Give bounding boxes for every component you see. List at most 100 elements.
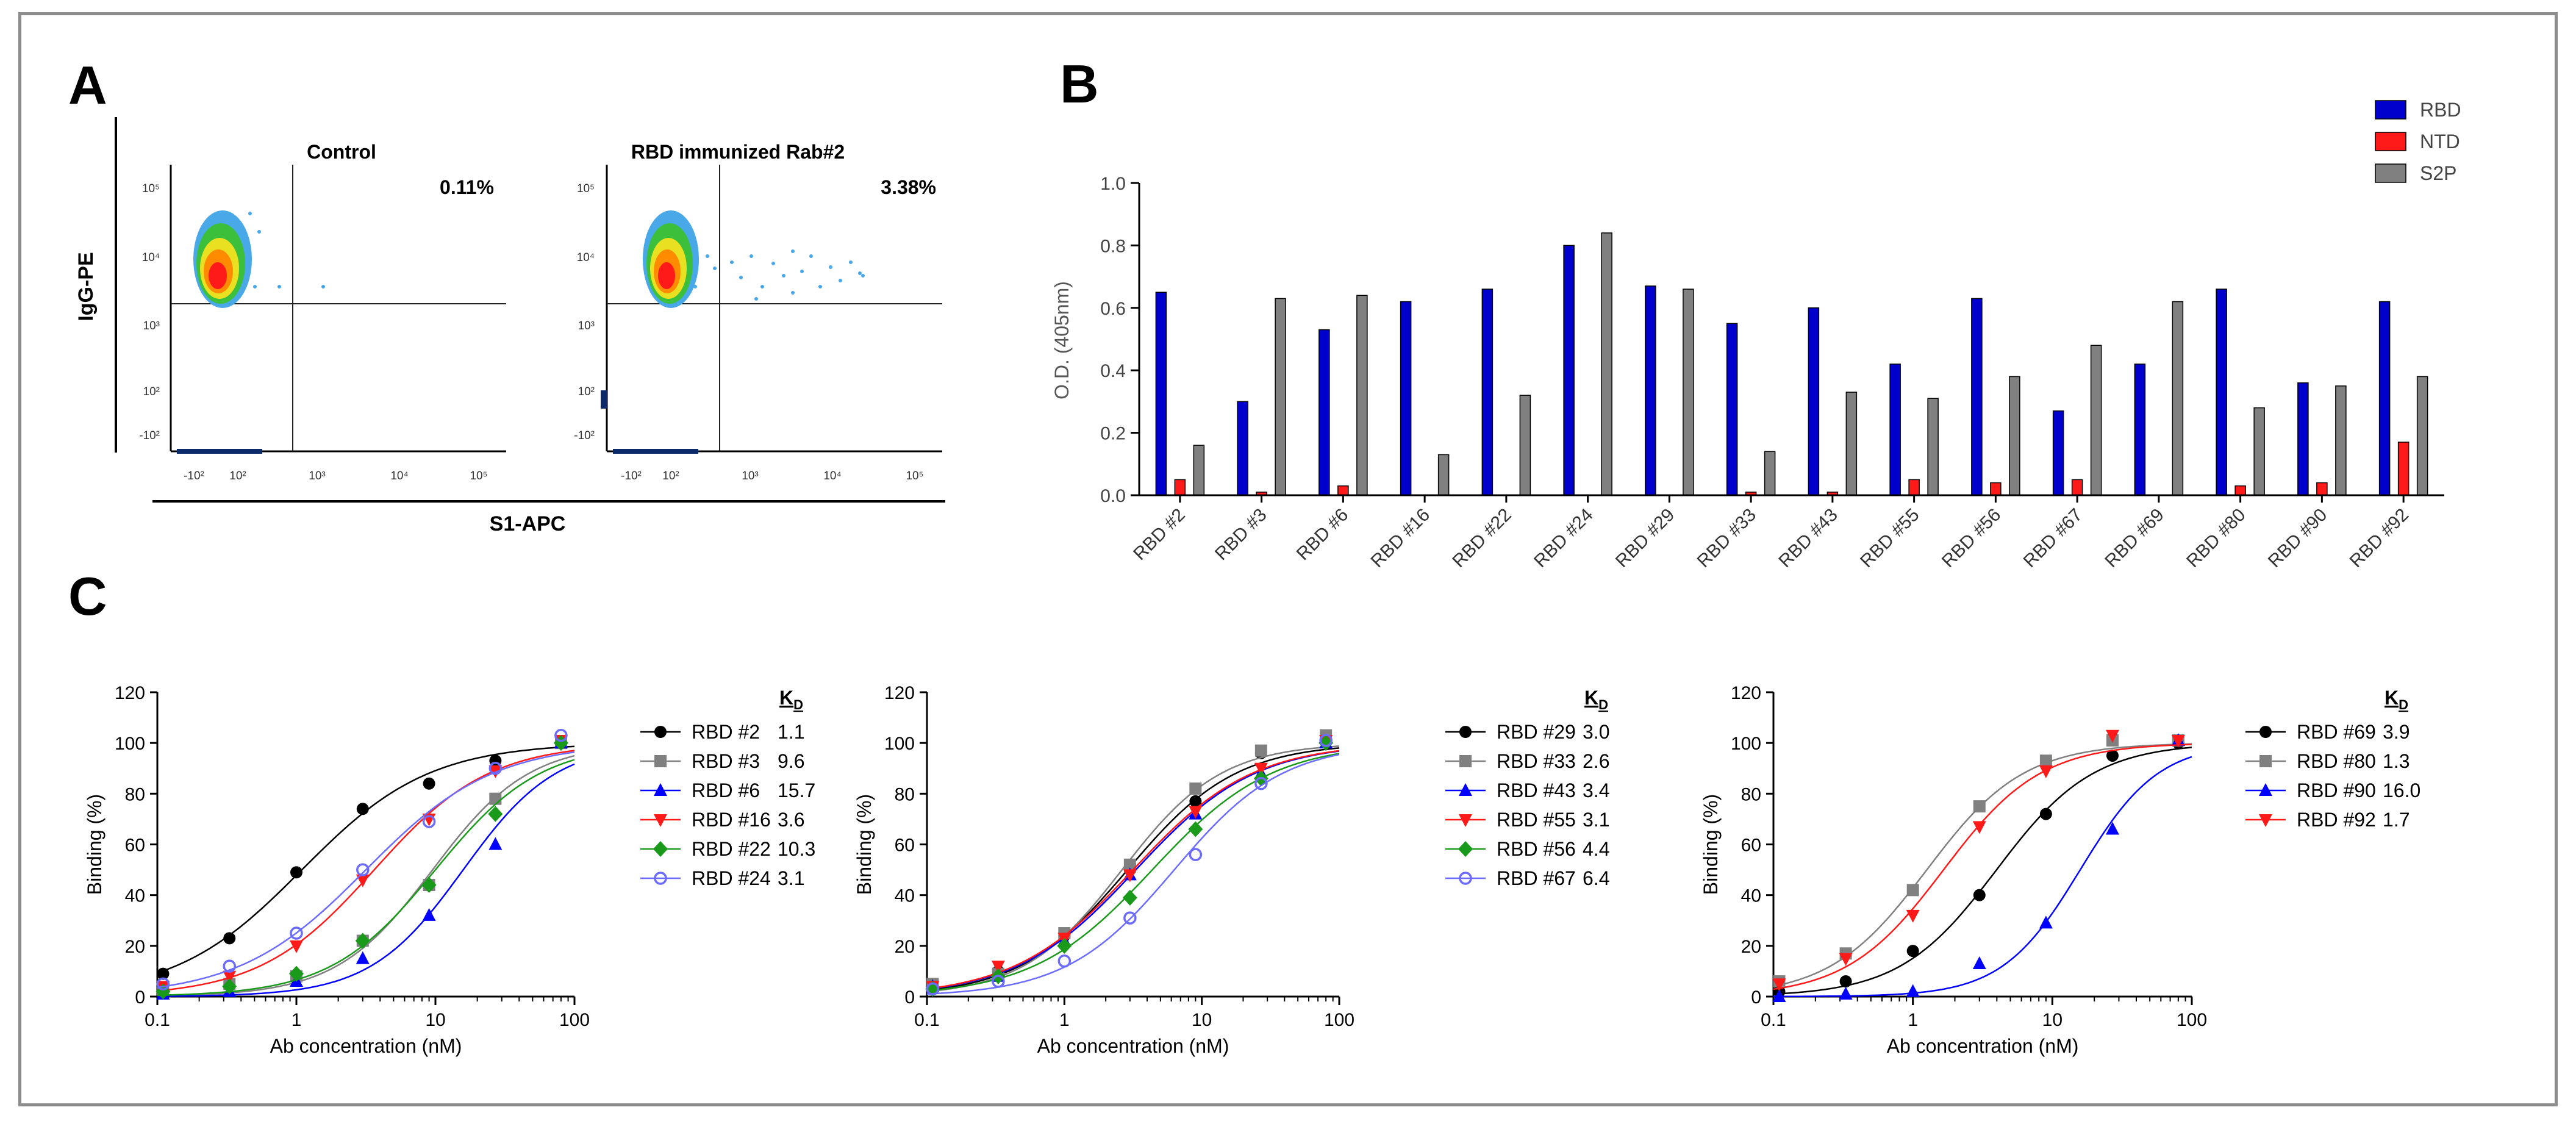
y-tick-label: 100 (1731, 734, 1761, 754)
legend-marker (2259, 783, 2272, 796)
y-axis-label: Binding (%) (84, 794, 106, 895)
legend-marker (2259, 726, 2272, 738)
panel-a-flow-cytometry: IgG-PE S1-APC Control 0.11% 10⁵ 10⁴ 10³ … (74, 117, 945, 535)
bar-s2p-43 (1845, 392, 1858, 496)
fit-curve-92 (1773, 743, 2192, 990)
data-point-22 (222, 978, 237, 995)
legend-marker (1459, 872, 1472, 885)
data-point-6 (488, 837, 503, 850)
y-axis-label: Binding (%) (853, 794, 875, 895)
data-point-92 (2039, 765, 2053, 778)
data-point-56 (1318, 735, 1334, 751)
x-tick-label: RBD #90 (2264, 505, 2331, 571)
bar-ntd-56 (1990, 482, 2002, 496)
data-point-90 (1772, 989, 1786, 1002)
legend-kd-value: 1.1 (778, 721, 804, 743)
legend-kd-value: 1.7 (2383, 809, 2410, 831)
bar-chart-bars (1155, 232, 2428, 496)
fit-curve-67 (926, 753, 1340, 995)
data-point-3 (489, 792, 502, 805)
bar-rbd-90 (2297, 382, 2309, 496)
legend-series-name: RBD #80 (2297, 750, 2376, 772)
fit-curve-69 (1773, 747, 2192, 995)
x-tick-label: RBD #2 (1129, 505, 1189, 565)
y-tick-label: 100 (115, 734, 145, 754)
legend-swatch-rbd (2375, 100, 2406, 120)
x-tick-label: 1 (1059, 1010, 1070, 1030)
fit-curve-80 (1773, 743, 2192, 987)
flow-plot-immunized: RBD immunized Rab#2 3.38% 10⁵ 10⁴ 10³ 10… (574, 141, 942, 482)
x-tick: 10³ (742, 470, 758, 482)
y-tick-label: 80 (1741, 784, 1761, 804)
y-tick-label: 40 (125, 886, 145, 906)
bar-s2p-67 (2090, 345, 2102, 496)
y-tick-label: 1.0 (1100, 174, 1126, 194)
data-point-69 (1973, 889, 1986, 901)
legend-kd-value: 3.6 (778, 809, 804, 831)
data-point-16 (356, 874, 370, 887)
bar-rbd-80 (2216, 288, 2227, 496)
y-axis-label: Binding (%) (1700, 794, 1722, 895)
data-point-80 (1906, 884, 1919, 897)
data-point-24 (554, 728, 568, 742)
y-tick-label: 0 (135, 987, 145, 1008)
x-tick-label: RBD #22 (1448, 505, 1515, 571)
y-tick-label: 0.2 (1100, 424, 1126, 444)
legend-marker (1458, 841, 1473, 857)
data-point-24 (223, 959, 236, 973)
x-tick-label: 10 (2042, 1010, 2063, 1030)
data-point-69 (2106, 749, 2119, 762)
legend-kd-value: 2.6 (1583, 750, 1609, 772)
kd-header-sub: D (2399, 697, 2408, 712)
y-tick-label: 120 (115, 683, 145, 703)
data-point-22 (289, 965, 304, 982)
y-tick-label: 0.6 (1100, 299, 1126, 319)
data-point-92 (2105, 729, 2119, 743)
x-tick: 10⁵ (906, 470, 923, 482)
legend-marker (1459, 814, 1472, 827)
x-tick: 10⁴ (390, 470, 408, 482)
bar-chart-legend: RBD NTD S2P (2375, 99, 2461, 184)
legend-kd-value: 16.0 (2383, 779, 2420, 801)
legend-marker (654, 783, 667, 796)
bar-s2p-16 (1437, 454, 1450, 496)
bar-rbd-29 (1645, 285, 1656, 496)
legend-series-name: RBD #3 (692, 750, 760, 772)
y-tick-label: 120 (1731, 683, 1761, 703)
legend-kd-value: 4.4 (1583, 838, 1609, 860)
legend-series-name: RBD #33 (1497, 750, 1576, 772)
bar-ntd-90 (2316, 482, 2328, 496)
x-tick-label: RBD #92 (2346, 505, 2413, 571)
bar-s2p-3 (1275, 298, 1286, 496)
x-tick-label: RBD #3 (1211, 505, 1271, 565)
data-point-90 (1906, 984, 1920, 997)
x-tick-label: 0.1 (914, 1010, 940, 1030)
legend-kd-value: 6.4 (1583, 867, 1609, 889)
panel-label-c: C (68, 566, 107, 626)
data-point-67 (1319, 734, 1333, 747)
data-point-92 (1972, 821, 1986, 834)
data-point-16 (223, 970, 237, 984)
y-tick: -10² (574, 429, 595, 442)
y-tick-label: 60 (895, 836, 915, 856)
bar-s2p-56 (2009, 376, 2020, 496)
x-tick: 10⁵ (470, 470, 487, 482)
bar-ntd-80 (2234, 485, 2246, 496)
panel-a-xlabel: S1-APC (490, 512, 566, 535)
data-point-90 (1972, 956, 1986, 969)
data-point-92 (1906, 909, 1920, 923)
y-tick: 10³ (578, 320, 595, 332)
legend-marker (654, 726, 667, 738)
data-point-55 (1254, 762, 1268, 776)
bar-rbd-92 (2378, 301, 2391, 496)
x-tick-labels: -10² 10² 10³ 10⁴ 10⁵ (621, 470, 923, 482)
legend-kd-value: 3.1 (1583, 809, 1609, 831)
x-tick-label: RBD #16 (1367, 505, 1434, 571)
bar-s2p-90 (2335, 385, 2347, 496)
bar-s2p-22 (1519, 395, 1531, 496)
binding-curve-plot-2: 0 20 40 60 80 100 120 0.1 1 10 100 Ab concentration… (853, 683, 1609, 1057)
bar-rbd-56 (1971, 298, 1983, 496)
y-tick: 10² (578, 385, 595, 398)
x-tick: 10³ (309, 470, 325, 482)
bar-rbd-43 (1808, 307, 1820, 496)
